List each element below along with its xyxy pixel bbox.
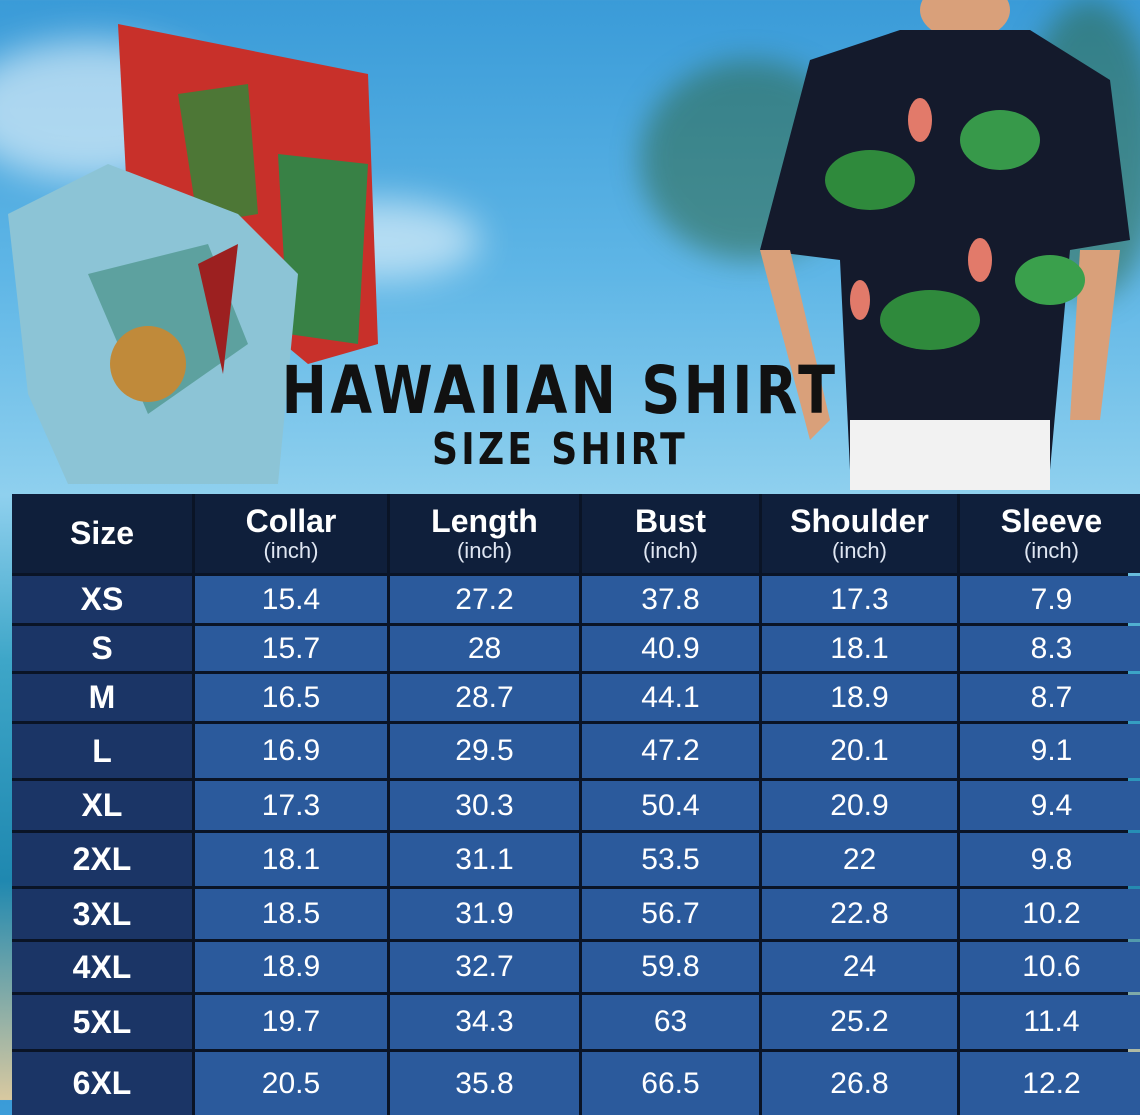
measurement-cell: 17.3 bbox=[762, 576, 957, 623]
size-label-cell: M bbox=[12, 674, 192, 721]
header-label: Length bbox=[431, 503, 538, 540]
size-label-cell: 3XL bbox=[12, 889, 192, 939]
measurement-cell: 28 bbox=[390, 626, 579, 671]
size-label-cell: XL bbox=[12, 781, 192, 830]
header-label: Sleeve bbox=[1000, 503, 1103, 540]
measurement-cell: 16.9 bbox=[195, 724, 387, 778]
measurement-cell: 63 bbox=[582, 995, 759, 1049]
size-label-cell: L bbox=[12, 724, 192, 778]
folded-shirts-image bbox=[8, 24, 378, 484]
measurement-cell: 31.1 bbox=[390, 833, 579, 886]
measurement-cell: 16.5 bbox=[195, 674, 387, 721]
measurement-cell: 53.5 bbox=[582, 833, 759, 886]
header-unit: (inch) bbox=[642, 537, 698, 563]
measurement-cell: 18.1 bbox=[762, 626, 957, 671]
header-cell: Sleeve (inch) bbox=[960, 494, 1140, 573]
measurement-cell: 18.9 bbox=[195, 942, 387, 992]
measurement-cell: 18.9 bbox=[762, 674, 957, 721]
measurement-cell: 22 bbox=[762, 833, 957, 886]
measurement-cell: 47.2 bbox=[582, 724, 759, 778]
measurement-cell: 20.9 bbox=[762, 781, 957, 830]
measurement-cell: 8.3 bbox=[960, 626, 1140, 671]
header-unit: (inch) bbox=[831, 537, 887, 563]
measurement-cell: 30.3 bbox=[390, 781, 579, 830]
header-unit: (inch) bbox=[1023, 537, 1079, 563]
measurement-cell: 44.1 bbox=[582, 674, 759, 721]
measurement-cell: 17.3 bbox=[195, 781, 387, 830]
header-cell: Shoulder (inch) bbox=[762, 494, 957, 573]
size-label-cell: 6XL bbox=[12, 1052, 192, 1115]
header-unit: (inch) bbox=[263, 537, 319, 563]
measurement-cell: 40.9 bbox=[582, 626, 759, 671]
measurement-cell: 29.5 bbox=[390, 724, 579, 778]
size-label-cell: 2XL bbox=[12, 833, 192, 886]
measurement-cell: 50.4 bbox=[582, 781, 759, 830]
header-label: Shoulder bbox=[790, 503, 929, 540]
measurement-cell: 10.2 bbox=[960, 889, 1140, 939]
measurement-cell: 31.9 bbox=[390, 889, 579, 939]
measurement-cell: 9.1 bbox=[960, 724, 1140, 778]
measurement-cell: 26.8 bbox=[762, 1052, 957, 1115]
model-shirt-image bbox=[760, 0, 1130, 490]
measurement-cell: 32.7 bbox=[390, 942, 579, 992]
measurement-cell: 22.8 bbox=[762, 889, 957, 939]
measurement-cell: 15.4 bbox=[195, 576, 387, 623]
measurement-cell: 34.3 bbox=[390, 995, 579, 1049]
measurement-cell: 24 bbox=[762, 942, 957, 992]
measurement-cell: 19.7 bbox=[195, 995, 387, 1049]
measurement-cell: 15.7 bbox=[195, 626, 387, 671]
measurement-cell: 11.4 bbox=[960, 995, 1140, 1049]
header-cell: Bust (inch) bbox=[582, 494, 759, 573]
measurement-cell: 18.5 bbox=[195, 889, 387, 939]
size-label-cell: 5XL bbox=[12, 995, 192, 1049]
measurement-cell: 56.7 bbox=[582, 889, 759, 939]
header-cell: Collar (inch) bbox=[195, 494, 387, 573]
measurement-cell: 25.2 bbox=[762, 995, 957, 1049]
measurement-cell: 18.1 bbox=[195, 833, 387, 886]
measurement-cell: 35.8 bbox=[390, 1052, 579, 1115]
measurement-cell: 9.8 bbox=[960, 833, 1140, 886]
header-cell: Length (inch) bbox=[390, 494, 579, 573]
page-subtitle: SIZE SHIRT bbox=[432, 424, 688, 475]
size-label-cell: XS bbox=[12, 576, 192, 623]
measurement-cell: 66.5 bbox=[582, 1052, 759, 1115]
measurement-cell: 8.7 bbox=[960, 674, 1140, 721]
measurement-cell: 28.7 bbox=[390, 674, 579, 721]
size-label-cell: 4XL bbox=[12, 942, 192, 992]
size-label-cell: S bbox=[12, 626, 192, 671]
measurement-cell: 9.4 bbox=[960, 781, 1140, 830]
size-chart-table: Size Collar (inch) Length (inch) Bust (inch) Sh… bbox=[12, 494, 1140, 1115]
header-label: Collar bbox=[245, 503, 337, 540]
header-unit: (inch) bbox=[456, 537, 512, 563]
header-label: Bust bbox=[634, 503, 707, 540]
measurement-cell: 10.6 bbox=[960, 942, 1140, 992]
header-cell: Size bbox=[12, 494, 192, 573]
measurement-cell: 20.5 bbox=[195, 1052, 387, 1115]
measurement-cell: 20.1 bbox=[762, 724, 957, 778]
measurement-cell: 59.8 bbox=[582, 942, 759, 992]
measurement-cell: 12.2 bbox=[960, 1052, 1140, 1115]
measurement-cell: 27.2 bbox=[390, 576, 579, 623]
measurement-cell: 7.9 bbox=[960, 576, 1140, 623]
header-label: Size bbox=[69, 514, 135, 551]
measurement-cell: 37.8 bbox=[582, 576, 759, 623]
page-title: HAWAIIAN SHIRT bbox=[281, 352, 839, 429]
